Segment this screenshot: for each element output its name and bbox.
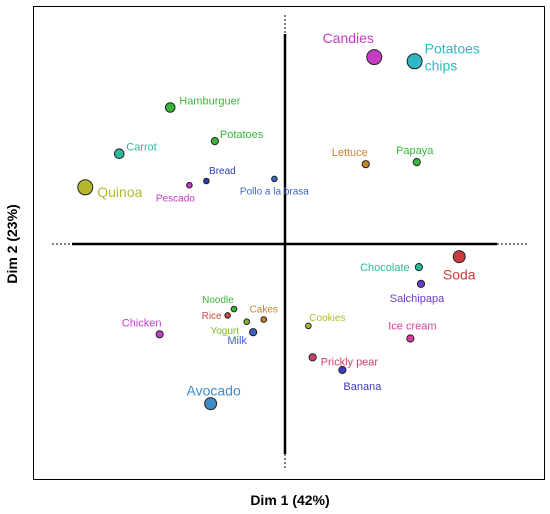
- point-marker: [243, 318, 251, 326]
- point-marker: [338, 365, 347, 375]
- point-marker: [186, 181, 193, 189]
- point-label: Avocado: [187, 383, 241, 399]
- point-pollo-a-la-brasa: Pollo a la brasa: [240, 175, 309, 197]
- point-marker: [260, 316, 268, 323]
- point-label: Lettuce: [332, 147, 368, 159]
- y-axis-title: Dim 2 (23%): [4, 204, 20, 283]
- point-marker: [414, 263, 423, 272]
- point-rice: Rice: [202, 311, 231, 322]
- point-label: Carrot: [126, 142, 157, 154]
- point-marker: [452, 250, 466, 264]
- point-label: Banana: [343, 381, 382, 393]
- point-chicken: Chicken: [122, 317, 164, 339]
- point-label: Milk: [227, 335, 247, 347]
- point-banana: Banana: [338, 365, 382, 393]
- point-marker: [308, 353, 317, 362]
- point-salchipapa: Salchipapa: [390, 279, 445, 305]
- point-carrot: Carrot: [113, 142, 157, 159]
- point-marker: [406, 334, 415, 343]
- point-candies: Candies: [323, 30, 383, 66]
- point-marker: [249, 328, 258, 337]
- point-label: Soda: [443, 267, 476, 283]
- point-label: Candies: [323, 30, 374, 46]
- point-label: Rice: [202, 311, 222, 322]
- point-marker: [406, 53, 423, 70]
- point-label: Quinoa: [97, 184, 142, 200]
- point-marker: [113, 148, 125, 159]
- point-marker: [361, 160, 370, 169]
- point-label: Chicken: [122, 317, 162, 329]
- point-label: Pollo a la brasa: [240, 186, 309, 197]
- point-marker: [416, 279, 426, 288]
- point-marker: [203, 177, 210, 185]
- point-marker: [164, 102, 176, 113]
- point-label: Papaya: [396, 145, 434, 157]
- point-yogurt: Yogurt: [210, 318, 251, 337]
- point-quinoa: Quinoa: [77, 179, 143, 200]
- point-marker: [230, 305, 238, 313]
- point-potatoes: Potatoes: [210, 129, 264, 146]
- plot-frame: [33, 6, 545, 480]
- point-papaya: Papaya: [396, 145, 434, 167]
- point-milk: Milk: [227, 328, 258, 347]
- point-marker: [210, 137, 219, 146]
- point-label: Ice cream: [388, 321, 436, 333]
- point-noodle: Noodle: [202, 295, 238, 313]
- point-marker: [271, 175, 278, 183]
- point-label: Prickly pear: [321, 356, 379, 368]
- point-label: Yogurt: [210, 326, 239, 337]
- point-soda: Soda: [443, 250, 476, 283]
- point-avocado: Avocado: [187, 383, 241, 411]
- point-pescado: Pescado: [156, 181, 195, 205]
- point-hamburguer: Hamburguer: [164, 96, 241, 113]
- point-marker: [155, 330, 164, 339]
- points-layer: Candies Potatoes chips Hamburguer Potatoes Ca…: [77, 30, 480, 411]
- point-prickly-pear: Prickly pear: [308, 353, 379, 368]
- point-potatoes-chips: Potatoes chips: [406, 40, 480, 73]
- point-label: Potatoes chips: [425, 40, 480, 73]
- point-label: Salchipapa: [390, 293, 445, 305]
- x-axis-title: Dim 1 (42%): [250, 492, 329, 508]
- point-label: Noodle: [202, 295, 234, 306]
- point-marker: [412, 158, 421, 167]
- point-label: Cookies: [309, 313, 345, 324]
- point-label: Chocolate: [360, 262, 410, 274]
- point-chocolate: Chocolate: [360, 262, 423, 274]
- point-cakes: Cakes: [250, 305, 278, 323]
- point-cookies: Cookies: [305, 313, 345, 330]
- point-ice-cream: Ice cream: [388, 321, 437, 343]
- point-bread: Bread: [203, 166, 236, 185]
- point-marker: [204, 397, 218, 411]
- point-label: Bread: [209, 166, 236, 177]
- point-label: Cakes: [250, 305, 278, 316]
- point-label: Potatoes: [220, 129, 264, 141]
- point-marker: [366, 49, 383, 66]
- point-marker: [77, 179, 94, 196]
- point-marker: [305, 322, 312, 330]
- point-label: Hamburguer: [179, 96, 240, 108]
- point-marker: [224, 312, 231, 319]
- point-label: Pescado: [156, 194, 195, 205]
- point-lettuce: Lettuce: [332, 147, 370, 169]
